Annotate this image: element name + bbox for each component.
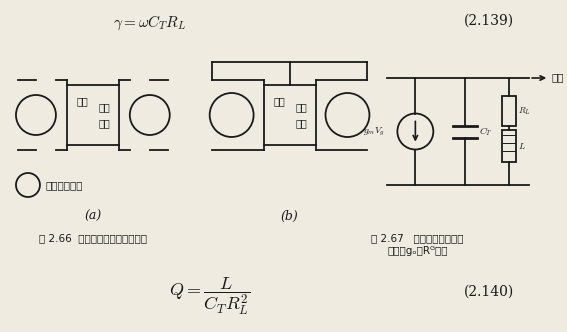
Text: (a): (a) [84, 210, 101, 223]
Text: 图 2.66  宿频带放大器的级间电路: 图 2.66 宿频带放大器的级间电路 [39, 233, 147, 243]
Text: 电路: 电路 [295, 118, 307, 128]
Text: 表示有源元件: 表示有源元件 [46, 180, 83, 190]
Bar [67, 85, 119, 145]
Bar [502, 130, 516, 162]
Text: $g_m V_g$: $g_m V_g$ [363, 125, 386, 138]
Text: (b): (b) [281, 210, 298, 223]
Text: (2.139): (2.139) [464, 14, 514, 28]
Text: 图 2.67   并联建峰耦合电路: 图 2.67 并联建峰耦合电路 [371, 233, 464, 243]
Text: 四端: 四端 [77, 96, 89, 106]
Text: $R_L$: $R_L$ [518, 105, 531, 117]
Text: 级间: 级间 [295, 102, 307, 112]
Text: 两端: 两端 [274, 96, 285, 106]
Bar [502, 96, 516, 126]
Text: $L$: $L$ [518, 141, 526, 151]
Text: 级间: 级间 [99, 102, 111, 112]
Text: $\gamma = \omega C_T R_L$: $\gamma = \omega C_T R_L$ [113, 14, 187, 33]
Bar [264, 85, 315, 145]
Text: $Q = \dfrac{L}{C_T R_L^2}$: $Q = \dfrac{L}{C_T R_L^2}$ [169, 275, 251, 316]
Text: （略去gₒ、Rᴳ等）: （略去gₒ、Rᴳ等） [387, 246, 447, 256]
Text: 电路: 电路 [99, 118, 111, 128]
Text: (2.140): (2.140) [464, 285, 514, 299]
Text: 次级: 次级 [551, 72, 564, 82]
Text: $C_T$: $C_T$ [479, 125, 493, 138]
